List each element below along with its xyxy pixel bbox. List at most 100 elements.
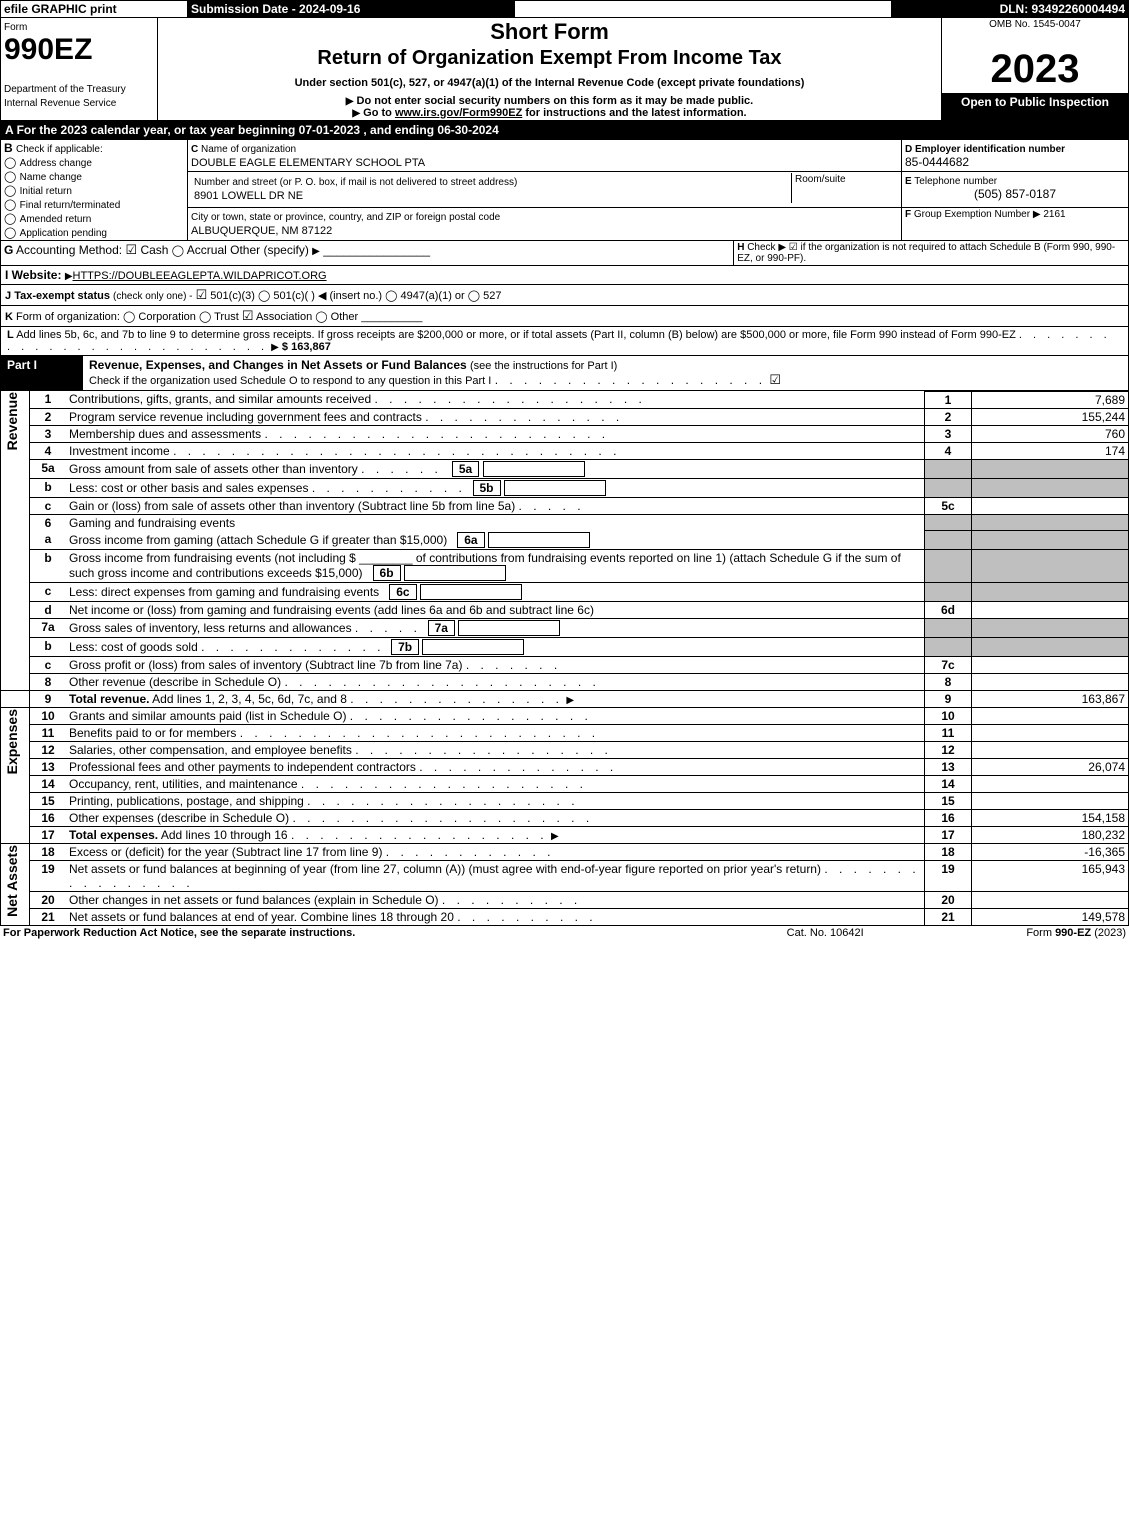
checkbox-amended[interactable] — [4, 211, 16, 225]
val-4: 174 — [972, 442, 1129, 459]
form-footer: Form 990-EZ (2023) — [911, 926, 1129, 940]
val-16: 154,158 — [972, 809, 1129, 826]
checkbox-name[interactable] — [4, 169, 16, 183]
line-17: Total expenses. Add lines 10 through 16 … — [66, 826, 925, 843]
checkbox-pending[interactable] — [4, 225, 16, 239]
goto: Go to www.irs.gov/Form990EZ for instruct… — [363, 107, 746, 119]
b-label: Check if applicable: — [16, 144, 103, 155]
line-5a: Gross amount from sale of assets other t… — [66, 459, 925, 478]
val-13: 26,074 — [972, 758, 1129, 775]
line-7a: Gross sales of inventory, less returns a… — [66, 618, 925, 637]
checkbox-trust[interactable] — [199, 311, 211, 323]
header-block: Form 990EZ Department of the Treasury In… — [0, 18, 1129, 121]
submission-date: Submission Date - 2024-09-16 — [188, 1, 515, 18]
line-3: Membership dues and assessments . . . . … — [66, 425, 925, 442]
j-label: Tax-exempt status — [14, 290, 110, 302]
irs-link[interactable]: www.irs.gov/Form990EZ — [395, 107, 522, 119]
checkbox-schedule-o[interactable] — [769, 373, 781, 387]
line-4: Investment income . . . . . . . . . . . … — [66, 442, 925, 459]
pointer-icon — [566, 692, 574, 706]
room-label: Room/suite — [792, 173, 899, 203]
pointer-icon — [65, 268, 73, 282]
pointer-icon — [346, 95, 354, 107]
checkbox-501c[interactable] — [258, 290, 270, 302]
city-label: City or town, state or province, country… — [191, 212, 500, 223]
top-bar: efile GRAPHIC print Submission Date - 20… — [0, 0, 1129, 18]
group-exempt: 2161 — [1043, 209, 1065, 220]
part1-heading: Revenue, Expenses, and Changes in Net As… — [89, 358, 467, 372]
line-6c: Less: direct expenses from gaming and fu… — [66, 582, 925, 601]
val-2: 155,244 — [972, 408, 1129, 425]
line-1: Contributions, gifts, grants, and simila… — [66, 391, 925, 408]
f-label: Group Exemption Number — [914, 209, 1030, 220]
pointer-icon — [1033, 209, 1041, 220]
checkbox-final[interactable] — [4, 197, 16, 211]
subtitle: Under section 501(c), 527, or 4947(a)(1)… — [158, 76, 942, 93]
website[interactable]: HTTPS://DOUBLEEAGLEPTA.WILDAPRICOT.ORG — [73, 270, 327, 282]
line-15: Printing, publications, postage, and shi… — [66, 792, 925, 809]
checkbox-address[interactable] — [4, 155, 16, 169]
netassets-vlabel: Net Assets — [4, 845, 20, 917]
checkbox-527[interactable] — [468, 290, 480, 302]
line-13: Professional fees and other payments to … — [66, 758, 925, 775]
pointer-icon — [271, 341, 279, 353]
val-18: -16,365 — [972, 843, 1129, 860]
street: 8901 LOWELL DR NE — [194, 190, 303, 202]
val-19: 165,943 — [972, 860, 1129, 891]
line-items: Revenue 1 Contributions, gifts, grants, … — [0, 391, 1129, 926]
val-3: 760 — [972, 425, 1129, 442]
ssn-note: Do not enter social security numbers on … — [357, 95, 754, 107]
part1-header: Part I Revenue, Expenses, and Changes in… — [0, 356, 1129, 391]
checkbox-initial[interactable] — [4, 183, 16, 197]
checkbox-501c3[interactable] — [196, 290, 208, 302]
pointer-icon — [312, 243, 320, 257]
line-16: Other expenses (describe in Schedule O) … — [66, 809, 925, 826]
line-7c: Gross profit or (loss) from sales of inv… — [66, 656, 925, 673]
line-19: Net assets or fund balances at beginning… — [66, 860, 925, 891]
line-12: Salaries, other compensation, and employ… — [66, 741, 925, 758]
row-gh: G Accounting Method: Cash Accrual Other … — [0, 241, 1129, 266]
line-6d: Net income or (loss) from gaming and fun… — [66, 601, 925, 618]
title: Return of Organization Exempt From Incom… — [158, 46, 942, 76]
val-21: 149,578 — [972, 908, 1129, 925]
part1-title: Part I — [1, 356, 84, 391]
tax-year: 2023 — [991, 47, 1080, 91]
line-5c: Gain or (loss) from sale of assets other… — [66, 497, 925, 514]
line-10: Grants and similar amounts paid (list in… — [66, 707, 925, 724]
line-18: Excess or (deficit) for the year (Subtra… — [66, 843, 925, 860]
val-9: 163,867 — [972, 690, 1129, 707]
i-label: Website: — [12, 268, 62, 282]
line-14: Occupancy, rent, utilities, and maintena… — [66, 775, 925, 792]
form-word: Form — [4, 22, 27, 33]
line-8: Other revenue (describe in Schedule O) .… — [66, 673, 925, 690]
city: ALBUQUERQUE, NM 87122 — [191, 225, 332, 237]
k-label: Form of organization: — [16, 311, 120, 323]
expenses-vlabel: Expenses — [4, 709, 20, 774]
l-text: Add lines 5b, 6c, and 7b to line 9 to de… — [16, 329, 1016, 341]
form-number: 990EZ — [4, 33, 92, 66]
g-label: Accounting Method: — [16, 243, 122, 257]
h-text: Check ▶ ☑ if the organization is not req… — [737, 242, 1115, 264]
line-2: Program service revenue including govern… — [66, 408, 925, 425]
val-17: 180,232 — [972, 826, 1129, 843]
line-7b: Less: cost of goods sold . . . . . . . .… — [66, 637, 925, 656]
checkbox-accrual[interactable] — [172, 243, 184, 257]
efile-label[interactable]: efile GRAPHIC print — [1, 1, 188, 18]
pointer-icon — [352, 107, 360, 119]
line-6b: Gross income from fundraising events (no… — [66, 549, 925, 582]
checkbox-assoc[interactable] — [242, 311, 254, 323]
checkbox-other[interactable] — [315, 311, 327, 323]
paperwork-notice: For Paperwork Reduction Act Notice, see … — [0, 926, 739, 940]
checkbox-corp[interactable] — [123, 311, 135, 323]
line-6: Gaming and fundraising events — [66, 514, 925, 531]
footer: For Paperwork Reduction Act Notice, see … — [0, 926, 1129, 940]
omb: OMB No. 1545-0047 — [942, 18, 1129, 46]
e-label: Telephone number — [914, 176, 997, 187]
gross-receipts: $ 163,867 — [282, 341, 331, 353]
checkbox-cash[interactable] — [125, 243, 137, 257]
line-21: Net assets or fund balances at end of ye… — [66, 908, 925, 925]
checkbox-4947[interactable] — [385, 290, 397, 302]
phone: (505) 857-0187 — [905, 187, 1125, 201]
org-info: B Check if applicable: Address change Na… — [0, 140, 1129, 241]
revenue-vlabel: Revenue — [4, 392, 20, 450]
